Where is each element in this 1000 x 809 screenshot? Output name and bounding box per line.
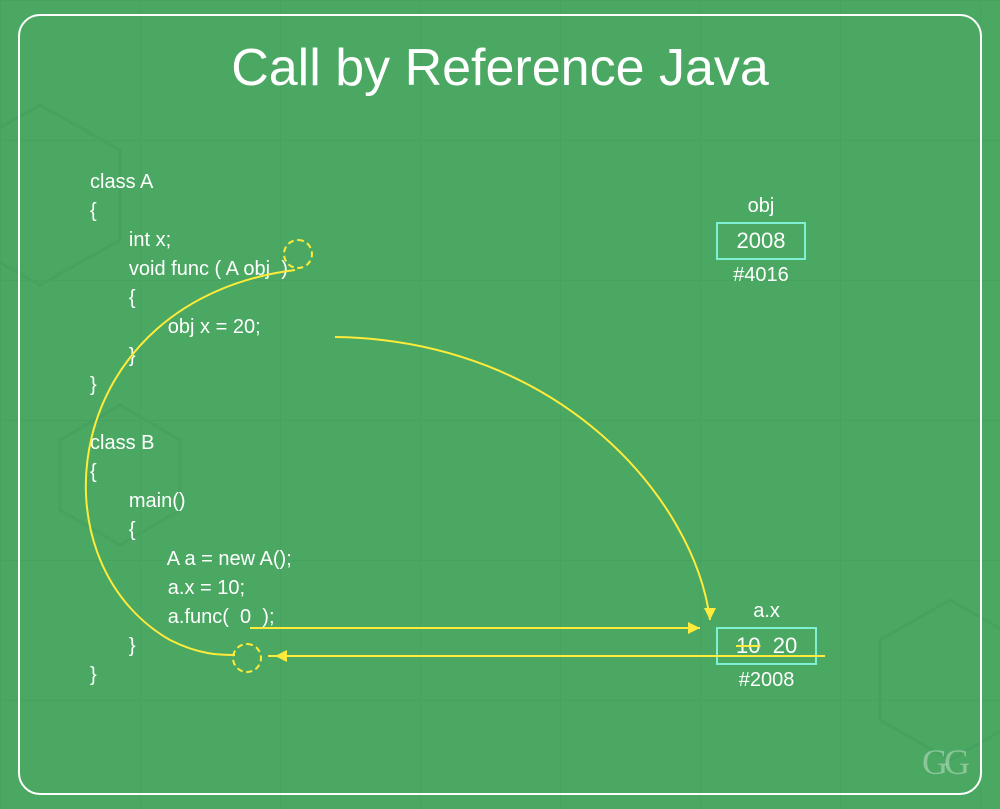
diagram-title: Call by Reference Java [0, 38, 1000, 98]
memory-value-ax: 10 20 [716, 627, 817, 665]
code-block: class A { int x; void func ( A obj ) { o… [90, 168, 292, 690]
logo-watermark: GG [922, 741, 966, 783]
memory-address-obj: #4016 [716, 264, 806, 287]
memory-label-obj: obj [716, 195, 806, 218]
memory-label-ax: a.x [716, 600, 817, 623]
memory-box-ax: a.x 10 20 #2008 [716, 600, 817, 692]
memory-new-value: 20 [773, 633, 797, 658]
memory-box-obj: obj 2008 #4016 [716, 195, 806, 287]
memory-address-ax: #2008 [716, 669, 817, 692]
memory-value-obj: 2008 [716, 222, 806, 260]
memory-old-value: 10 [736, 633, 760, 658]
